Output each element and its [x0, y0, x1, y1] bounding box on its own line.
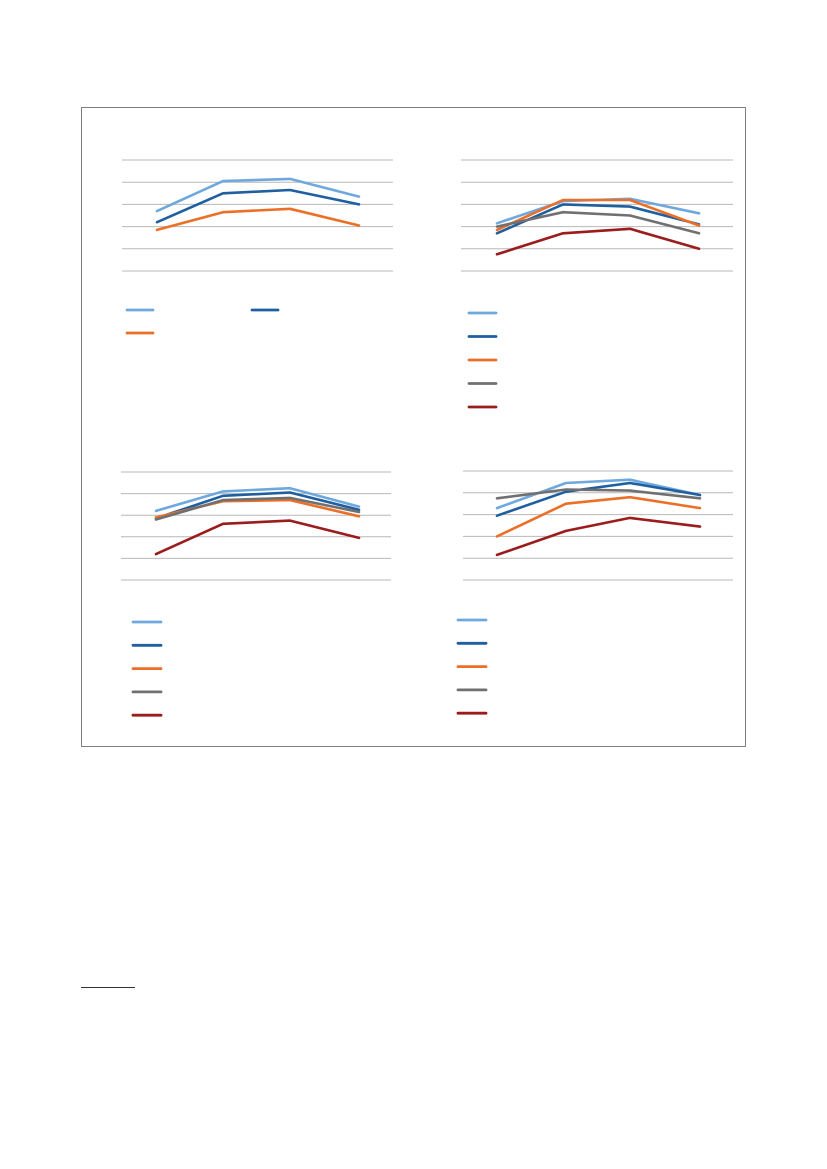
chart-panel-4 — [456, 470, 733, 715]
chart-panel-1 — [122, 159, 393, 335]
chart-panel-3 — [121, 471, 391, 717]
series-line-3 — [495, 495, 702, 538]
series-line-2 — [155, 188, 361, 224]
series-line-1 — [495, 478, 702, 510]
figure-frame — [81, 107, 746, 747]
chart-panel-2 — [461, 159, 733, 409]
series-line-4 — [495, 488, 702, 500]
chart-panels — [121, 159, 733, 717]
series-line-5 — [154, 519, 361, 556]
series-line-2 — [154, 491, 361, 520]
series-line-1 — [155, 177, 361, 213]
series-line-4 — [154, 496, 361, 521]
series-line-3 — [155, 207, 361, 232]
series-line-5 — [495, 516, 702, 557]
series-line-5 — [495, 227, 701, 256]
series-line-2 — [495, 481, 702, 518]
series-line-3 — [495, 198, 701, 232]
series-line-1 — [154, 486, 361, 513]
footnote-separator — [81, 987, 135, 988]
series-line-4 — [495, 210, 701, 235]
